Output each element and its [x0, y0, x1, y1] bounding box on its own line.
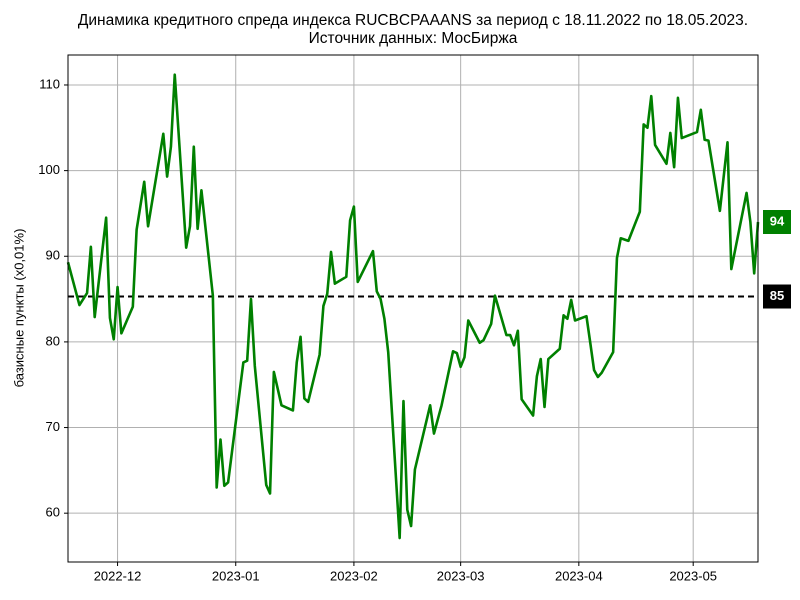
reference-label-box — [763, 284, 791, 309]
y-tick-label: 70 — [46, 419, 60, 434]
x-tick-label: 2023-01 — [212, 568, 260, 583]
reference-label: 85 — [770, 288, 784, 303]
x-tick-label: 2023-02 — [330, 568, 378, 583]
chart-title: Динамика кредитного спреда индекса RUCBC… — [78, 12, 748, 29]
y-tick-label: 60 — [46, 505, 60, 520]
last-value-box — [763, 210, 791, 235]
y-tick-label: 100 — [38, 162, 60, 177]
chart-subtitle: Источник данных: МосБиржа — [309, 30, 518, 47]
y-tick-label: 110 — [39, 76, 60, 91]
last-value-label: 94 — [770, 213, 785, 228]
plot-frame — [67, 54, 759, 563]
x-tick-label: 2023-05 — [669, 568, 717, 583]
y-tick-label: 80 — [46, 333, 60, 348]
y-axis-label: базисные пункты (x0,01%) — [11, 229, 26, 388]
x-tick-label: 2023-04 — [555, 568, 603, 583]
data-line — [66, 73, 760, 540]
x-tick-label: 2023-03 — [437, 568, 485, 583]
x-tick-label: 2022-12 — [94, 568, 142, 583]
y-tick-label: 90 — [46, 248, 60, 263]
